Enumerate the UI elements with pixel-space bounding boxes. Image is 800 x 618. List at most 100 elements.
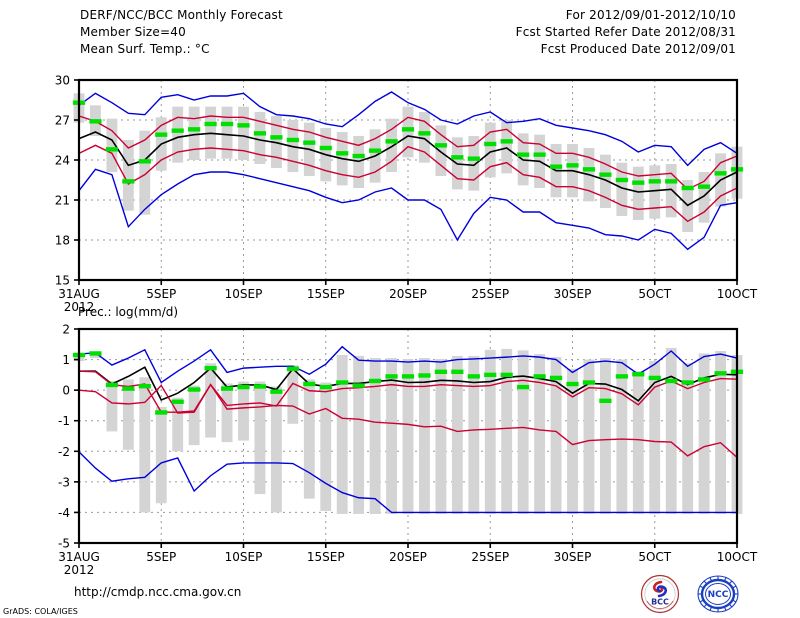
x-axis-tick-label: 5SEP: [146, 550, 176, 564]
y-axis-tick-label: 15: [55, 274, 70, 288]
ensemble-spread-bar: [106, 380, 118, 432]
median-marker: [714, 171, 727, 176]
median-marker: [434, 143, 447, 148]
ensemble-spread-bar: [501, 120, 513, 174]
y-axis-tick-label: 1: [62, 353, 70, 367]
y-axis-tick-label: -3: [58, 475, 70, 489]
x-axis-tick-label: 5SEP: [146, 287, 176, 301]
median-marker: [517, 152, 530, 157]
median-marker: [648, 375, 661, 381]
ensemble-spread-bar: [238, 381, 249, 441]
median-marker: [138, 159, 151, 164]
ensemble-spread-bar: [599, 154, 611, 208]
median-marker: [188, 387, 201, 392]
series-line-minimum: [78, 168, 738, 251]
ensemble-spread-bar: [451, 355, 463, 514]
ensemble-spread-bar: [484, 349, 496, 514]
median-marker: [467, 156, 480, 161]
ensemble-spread-bar: [402, 106, 414, 158]
median-marker: [599, 172, 612, 177]
ensemble-spread-bar: [287, 365, 299, 424]
x-axis-tick-label: 20SEP: [389, 287, 427, 301]
x-axis-tick-label: 31AUG: [58, 550, 100, 564]
svg-text:BCC: BCC: [651, 598, 669, 607]
page-title: DERF/NCC/BCC Monthly Forecast: [80, 8, 283, 22]
bcc-logo-icon: BCC: [640, 574, 680, 614]
x-axis-tick-label: 20SEP: [389, 550, 427, 564]
ensemble-spread-bar: [369, 358, 381, 514]
temp-variable-label: Mean Surf. Temp.: °C: [80, 42, 210, 56]
median-marker: [319, 145, 332, 151]
ensemble-spread-bar: [484, 122, 496, 178]
median-marker: [286, 137, 299, 143]
ensemble-spread-bar: [254, 381, 266, 495]
median-marker: [270, 389, 283, 394]
series-line-lower-quartile: [78, 383, 738, 458]
median-marker: [188, 127, 201, 132]
y-axis-tick-label: 24: [55, 154, 70, 168]
median-marker: [89, 351, 102, 356]
ensemble-spread-bar: [468, 136, 480, 191]
x-axis-tick-label: 5OCT: [638, 287, 671, 301]
median-marker: [533, 374, 546, 379]
x-axis-year-label: 2012: [64, 300, 95, 314]
median-marker: [681, 380, 694, 385]
ensemble-spread-bar: [188, 385, 200, 446]
median-marker: [286, 366, 299, 371]
y-axis-tick-label: -1: [58, 414, 70, 428]
y-axis-tick-label: 18: [55, 234, 70, 248]
ensemble-spread-bar: [583, 359, 595, 514]
y-axis-tick-label: 27: [55, 114, 70, 128]
ensemble-spread-bar: [386, 118, 397, 172]
median-marker: [665, 179, 678, 184]
median-marker: [401, 374, 415, 379]
y-axis-tick-label: -4: [58, 506, 70, 520]
median-marker: [336, 151, 349, 156]
ensemble-spread-bar: [221, 106, 233, 159]
y-axis-tick-label: 2: [62, 323, 70, 337]
ensemble-spread-bar: [172, 106, 184, 163]
median-marker: [220, 121, 234, 127]
y-axis-tick-label: -5: [58, 537, 70, 551]
median-marker: [369, 378, 382, 384]
ensemble-spread-bar: [419, 358, 430, 514]
x-axis-tick-label: 30SEP: [554, 550, 592, 564]
ensemble-spread-bar: [386, 358, 397, 514]
ensemble-spread-bar: [665, 164, 677, 218]
x-axis-tick-label: 15SEP: [307, 287, 345, 301]
plot-frame: [77, 327, 739, 545]
ensemble-spread-bar: [238, 106, 249, 160]
member-size-label: Member Size=40: [80, 25, 186, 39]
median-marker: [155, 132, 168, 137]
ensemble-spread-bar: [501, 348, 513, 514]
x-axis-tick-label: 10SEP: [225, 550, 263, 564]
median-marker: [237, 384, 250, 390]
x-axis-tick-label: 15SEP: [307, 550, 345, 564]
median-marker: [171, 399, 184, 404]
median-marker: [500, 139, 513, 144]
median-marker: [122, 179, 135, 184]
median-marker: [171, 128, 184, 133]
y-axis-tick-label: 0: [62, 384, 70, 398]
median-marker: [467, 374, 480, 379]
ensemble-spread-bar: [468, 355, 480, 514]
y-axis-tick-label: 21: [55, 194, 70, 208]
website-url[interactable]: http://cmdp.ncc.cma.gov.cn: [74, 585, 242, 599]
median-marker: [615, 177, 628, 183]
ensemble-spread-bar: [517, 350, 529, 514]
ensemble-spread-bar: [616, 359, 628, 514]
plot-frame: [77, 78, 739, 282]
median-marker: [549, 164, 563, 169]
ensemble-spread-bar: [632, 166, 644, 220]
ensemble-spread-bar: [649, 165, 661, 219]
median-marker: [418, 373, 431, 378]
median-marker: [418, 131, 431, 136]
ensemble-spread-bar: [320, 382, 332, 511]
x-axis-tick-label: 10OCT: [717, 550, 758, 564]
y-axis-tick-label: -2: [58, 445, 70, 459]
median-marker: [385, 139, 398, 144]
median-marker: [237, 123, 250, 128]
median-marker: [352, 383, 365, 388]
y-axis-tick-label: 30: [55, 74, 70, 88]
